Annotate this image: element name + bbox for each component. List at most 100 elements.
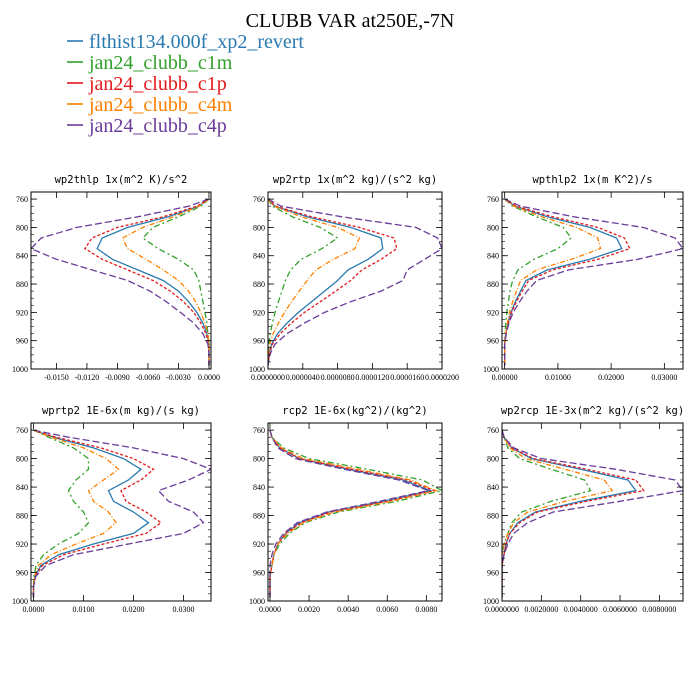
y-tick-label: 960 <box>16 337 28 346</box>
series-line-3 <box>32 429 163 598</box>
x-tick-label: 0.0000000 <box>251 373 285 382</box>
y-tick-label: 960 <box>253 337 265 346</box>
y-tick-label: 880 <box>253 512 265 521</box>
series-line-5 <box>32 429 211 598</box>
x-tick-label: 0.03000 <box>651 373 677 382</box>
x-tick-label: 0.0060000 <box>603 605 637 614</box>
x-tick-label: 0.0000000 <box>485 605 519 614</box>
y-tick-label: 1000 <box>483 597 499 606</box>
y-tick-label: 1000 <box>249 365 265 374</box>
panel-title: rcp2 1E-6x(kg^2)/(kg^2) <box>282 405 427 417</box>
y-tick-label: 800 <box>16 455 28 464</box>
series-line-4 <box>121 198 210 366</box>
y-tick-label: 960 <box>487 569 499 578</box>
x-tick-label: 0.02000 <box>598 373 624 382</box>
y-tick-label: 1000 <box>12 597 28 606</box>
panel-1: wp2thlp 1x(m^2 K)/s^2 760 800 840 880 920 960 1… <box>12 174 220 382</box>
y-tick-label: 800 <box>16 223 28 232</box>
x-tick-label: 0.0000160 <box>390 373 424 382</box>
panel-title: wp2rcp 1E-3x(m^2 kg)/(s^2 kg) <box>501 405 684 417</box>
y-tick-label: 1000 <box>483 365 499 374</box>
y-tick-label: 920 <box>16 308 28 317</box>
series-line-5 <box>269 429 431 598</box>
y-tick-label: 840 <box>16 252 28 261</box>
x-tick-label: -0.0150 <box>44 373 69 382</box>
y-tick-label: 760 <box>16 195 28 204</box>
series-line-3 <box>83 198 210 366</box>
panel-title: wp2rtp 1x(m^2 kg)/(s^2 kg) <box>273 174 437 186</box>
y-tick-label: 840 <box>253 483 265 492</box>
legend-label-4: jan24_clubb_c4m <box>88 94 233 116</box>
x-tick-label: 0.0000200 <box>425 373 459 382</box>
y-tick-label: 800 <box>487 455 499 464</box>
y-tick-label: 760 <box>16 426 28 435</box>
panel-title: wp2thlp 1x(m^2 K)/s^2 <box>55 174 188 186</box>
x-tick-label: 0.0000 <box>198 373 220 382</box>
panel-3: wpthlp2 1x(m K^2)/s 760 800 840 880 920 960 100… <box>483 174 684 382</box>
panel-2: wp2rtp 1x(m^2 kg)/(s^2 kg) 760 800 840 880 92… <box>249 174 459 382</box>
x-tick-label: 0.00000 <box>492 373 518 382</box>
y-tick-label: 840 <box>487 483 499 492</box>
series-line-2 <box>32 429 90 598</box>
panel-title: wprtp2 1E-6x(m kg)/(s kg) <box>42 405 200 417</box>
y-tick-label: 880 <box>487 512 499 521</box>
series-line-2 <box>141 198 210 366</box>
panel-6: wp2rcp 1E-3x(m^2 kg)/(s^2 kg)760 800 840 88… <box>483 405 684 614</box>
series-group <box>31 198 210 366</box>
y-tick-label: 840 <box>16 483 28 492</box>
series-group <box>504 198 683 366</box>
series-line-3 <box>269 429 437 598</box>
x-tick-label: 0.0000080 <box>321 373 355 382</box>
y-tick-label: 800 <box>253 223 265 232</box>
figure-title: CLUBB VAR at250E,-7N <box>246 10 455 32</box>
y-tick-label: 760 <box>253 426 265 435</box>
legend-label-3: jan24_clubb_c1p <box>88 73 227 95</box>
y-tick-label: 920 <box>16 540 28 549</box>
x-tick-label: 0.0200 <box>123 605 145 614</box>
series-group <box>502 429 683 598</box>
y-tick-label: 920 <box>253 308 265 317</box>
series-line-5 <box>268 198 442 366</box>
y-tick-label: 960 <box>487 337 499 346</box>
y-tick-label: 760 <box>253 195 265 204</box>
x-tick-label: 0.01000 <box>545 373 571 382</box>
series-line-4 <box>268 198 361 366</box>
panel-title: wpthlp2 1x(m K^2)/s <box>532 174 652 186</box>
series-line-5 <box>504 198 683 366</box>
x-tick-label: 0.0020 <box>298 605 320 614</box>
y-tick-label: 880 <box>16 512 28 521</box>
plot-frame <box>30 422 212 602</box>
panel-4: wprtp2 1E-6x(m kg)/(s kg) 760 800 840 880 920… <box>12 405 212 614</box>
legend: flthist134.000f_xp2_revertjan24_clubb_c1… <box>67 31 304 137</box>
series-group <box>32 429 211 598</box>
plot-frame <box>267 191 443 370</box>
series-line-2 <box>502 429 592 598</box>
x-tick-label: -0.0060 <box>136 373 161 382</box>
x-tick-label: 0.0080 <box>415 605 437 614</box>
y-tick-label: 920 <box>487 308 499 317</box>
series-line-4 <box>32 429 120 598</box>
x-tick-label: 0.0000 <box>23 605 45 614</box>
y-tick-label: 760 <box>487 426 499 435</box>
x-tick-label: 0.0040000 <box>564 605 598 614</box>
x-tick-label: 0.0040 <box>337 605 359 614</box>
y-tick-label: 880 <box>16 280 28 289</box>
plot-frame <box>30 191 212 370</box>
x-tick-label: 0.0000040 <box>286 373 320 382</box>
x-tick-label: 0.0020000 <box>524 605 558 614</box>
plot-frame <box>501 191 684 370</box>
y-tick-label: 800 <box>253 455 265 464</box>
y-tick-label: 880 <box>253 280 265 289</box>
x-tick-label: 0.0000 <box>259 605 281 614</box>
panels: wp2thlp 1x(m^2 K)/s^2 760 800 840 880 920 960 1… <box>12 174 684 614</box>
series-line-3 <box>268 198 398 366</box>
legend-label-2: jan24_clubb_c1m <box>88 52 233 74</box>
y-tick-label: 840 <box>253 252 265 261</box>
x-tick-label: -0.0090 <box>105 373 130 382</box>
x-tick-label: 0.0300 <box>173 605 195 614</box>
y-tick-label: 800 <box>487 223 499 232</box>
y-tick-label: 760 <box>487 195 499 204</box>
y-tick-label: 1000 <box>249 597 265 606</box>
y-tick-label: 920 <box>487 540 499 549</box>
